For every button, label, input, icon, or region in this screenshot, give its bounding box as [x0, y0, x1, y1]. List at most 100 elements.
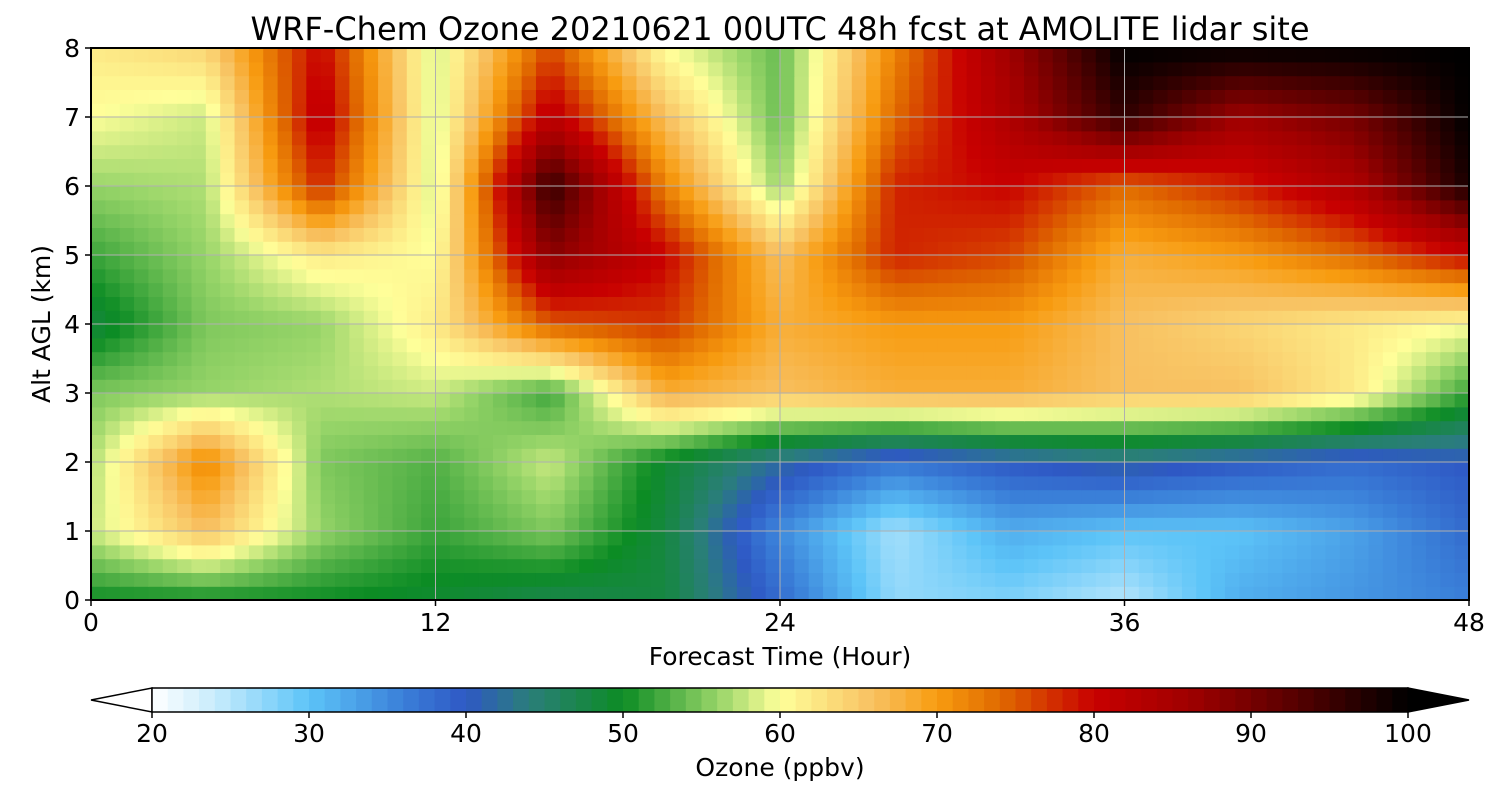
heatmap-cell: [478, 558, 494, 573]
heatmap-cell: [780, 296, 795, 311]
heatmap-cell: [1081, 572, 1097, 587]
heatmap-cell: [1067, 227, 1083, 242]
heatmap-cell: [464, 517, 480, 532]
heatmap-cell: [535, 117, 551, 132]
heatmap-cell: [449, 475, 465, 491]
heatmap-cell: [866, 337, 882, 353]
heatmap-cell: [263, 337, 279, 353]
heatmap-cell: [665, 324, 681, 339]
heatmap-cell: [894, 268, 910, 284]
heatmap-cell: [449, 172, 465, 187]
heatmap-cell: [980, 117, 996, 132]
heatmap-cell: [1124, 393, 1140, 408]
x-tick-label: 36: [1109, 608, 1141, 637]
heatmap-cell: [1081, 103, 1097, 118]
heatmap-cell: [765, 462, 781, 477]
heatmap-cell: [780, 337, 795, 353]
heatmap-cell: [349, 503, 365, 518]
heatmap-cell: [1425, 420, 1441, 435]
heatmap-cell: [148, 379, 164, 394]
heatmap-cell: [1124, 144, 1140, 159]
heatmap-cell: [1282, 310, 1298, 325]
heatmap-cell: [636, 144, 652, 159]
heatmap-cell: [937, 558, 953, 573]
heatmap-cell: [177, 117, 193, 132]
heatmap-cell: [1038, 489, 1054, 504]
heatmap-cell: [593, 337, 609, 353]
heatmap-cell: [248, 130, 264, 146]
heatmap-cell: [1024, 103, 1039, 118]
heatmap-cell: [1110, 282, 1126, 297]
heatmap-cell: [1397, 117, 1413, 132]
heatmap-cell: [449, 117, 465, 132]
heatmap-cell: [650, 475, 666, 491]
heatmap-cell: [722, 586, 738, 601]
heatmap-cell: [650, 255, 666, 270]
heatmap-cell: [91, 462, 106, 477]
heatmap-cell: [1009, 75, 1025, 90]
heatmap-cell: [1296, 558, 1312, 573]
heatmap-cell: [593, 572, 609, 587]
heatmap-cell: [162, 103, 178, 118]
heatmap-cell: [1268, 434, 1283, 449]
heatmap-cell: [378, 144, 394, 159]
heatmap-cell: [1425, 117, 1441, 132]
heatmap-cell: [392, 379, 408, 394]
heatmap-cell: [521, 158, 537, 173]
heatmap-cell: [320, 379, 336, 394]
heatmap-cell: [1440, 572, 1456, 587]
heatmap-cell: [119, 61, 135, 77]
heatmap-cell: [1181, 586, 1197, 601]
heatmap-cell: [306, 489, 322, 504]
heatmap-cell: [1368, 475, 1384, 491]
heatmap-cell: [1268, 393, 1283, 408]
heatmap-cell: [909, 337, 925, 353]
heatmap-cell: [622, 531, 638, 546]
heatmap-cell: [909, 199, 925, 215]
heatmap-cell: [579, 517, 594, 532]
heatmap-cell: [1110, 489, 1126, 504]
heatmap-cell: [134, 393, 150, 408]
heatmap-cell: [205, 199, 221, 215]
heatmap-cell: [91, 268, 106, 284]
heatmap-cell: [1196, 475, 1212, 491]
heatmap-cell: [679, 282, 695, 297]
heatmap-cell: [952, 475, 968, 491]
heatmap-cell: [464, 406, 480, 422]
heatmap-cell: [1153, 462, 1169, 477]
heatmap-cell: [923, 103, 939, 118]
heatmap-cell: [421, 199, 437, 215]
heatmap-cell: [1268, 379, 1283, 394]
heatmap-cell: [1153, 103, 1169, 118]
heatmap-cell: [91, 199, 106, 215]
heatmap-cell: [564, 75, 580, 90]
heatmap-cell: [205, 227, 221, 242]
heatmap-cell: [909, 172, 925, 187]
heatmap-cell: [736, 462, 752, 477]
colorbar-segment: [732, 688, 750, 712]
heatmap-cell: [622, 337, 638, 353]
heatmap-cell: [291, 241, 307, 256]
heatmap-cell: [392, 144, 408, 159]
heatmap-cell: [909, 351, 925, 366]
heatmap-cell: [952, 144, 968, 159]
heatmap-cell: [1282, 572, 1298, 587]
heatmap-cell: [1095, 406, 1111, 422]
heatmap-cell: [521, 324, 537, 339]
heatmap-cell: [579, 448, 594, 463]
heatmap-cell: [263, 103, 279, 118]
heatmap-cell: [392, 186, 408, 201]
heatmap-cell: [909, 186, 925, 201]
heatmap-cell: [1038, 434, 1054, 449]
heatmap-cell: [234, 158, 250, 173]
heatmap-cell: [1411, 475, 1427, 491]
heatmap-cell: [148, 393, 164, 408]
heatmap-cell: [1181, 255, 1197, 270]
heatmap-cell: [1253, 531, 1269, 546]
heatmap-cell: [579, 462, 594, 477]
heatmap-cell: [1095, 241, 1111, 256]
heatmap-cell: [1210, 379, 1226, 394]
heatmap-cell: [1311, 489, 1327, 504]
heatmap-cell: [320, 531, 336, 546]
heatmap-cell: [363, 268, 379, 284]
